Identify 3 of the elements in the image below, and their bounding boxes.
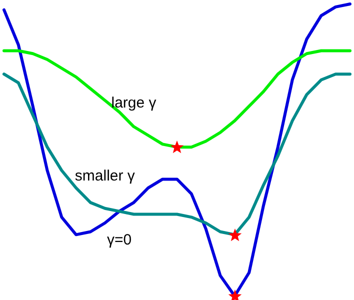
series-label: large γ — [111, 94, 157, 112]
series-label: γ=0 — [107, 232, 132, 249]
series-label: smaller γ — [74, 167, 136, 184]
